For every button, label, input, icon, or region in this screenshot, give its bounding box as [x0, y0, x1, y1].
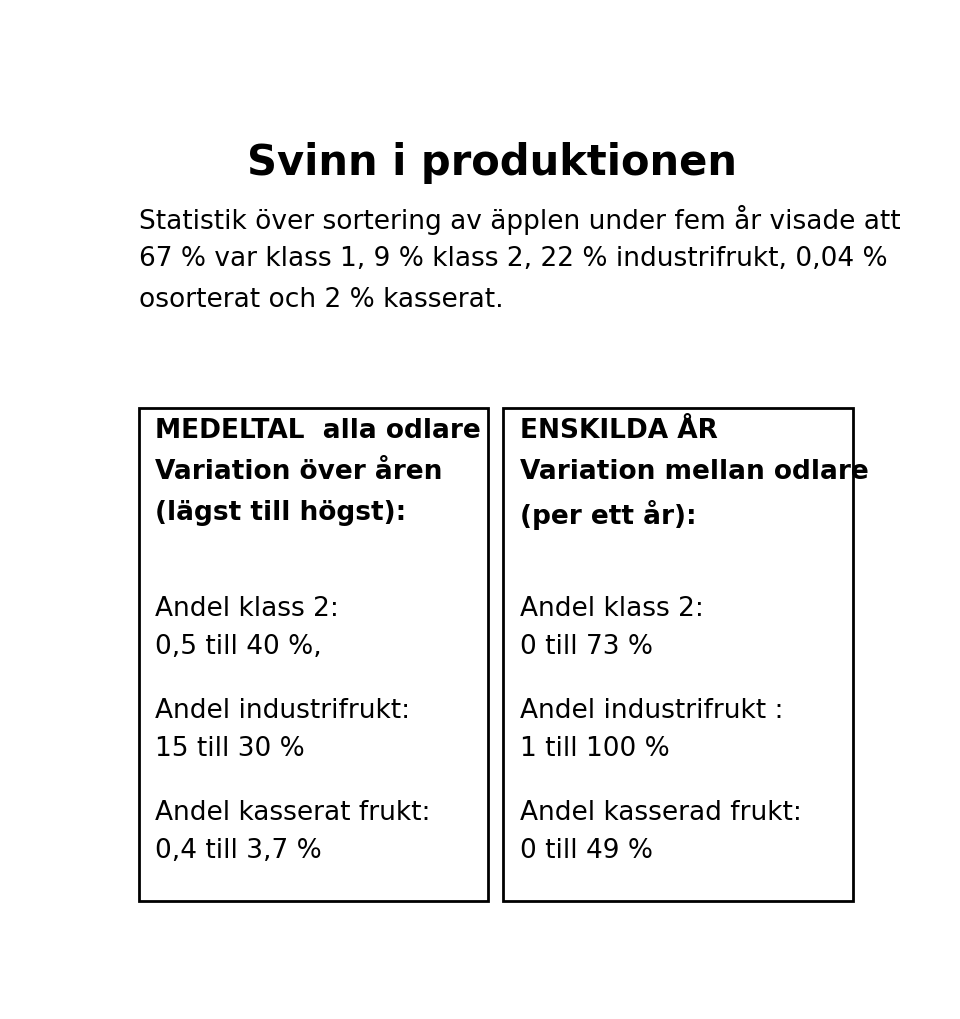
Text: MEDELTAL  alla odlare: MEDELTAL alla odlare [155, 418, 481, 444]
Text: Andel industrifrukt:: Andel industrifrukt: [155, 697, 410, 723]
Bar [503, 409, 852, 901]
Text: Andel kasserad frukt:: Andel kasserad frukt: [519, 800, 802, 825]
Text: Andel industrifrukt :: Andel industrifrukt : [519, 697, 783, 723]
Text: 0,5 till 40 %,: 0,5 till 40 %, [155, 633, 322, 659]
Text: Andel klass 2:: Andel klass 2: [519, 595, 704, 622]
Text: 0,4 till 3,7 %: 0,4 till 3,7 % [155, 837, 322, 863]
Text: Statistik över sortering av äpplen under fem år visade att: Statistik över sortering av äpplen under… [138, 205, 900, 234]
Text: Andel klass 2:: Andel klass 2: [155, 595, 339, 622]
Text: Svinn i produktionen: Svinn i produktionen [247, 142, 737, 183]
Text: 0 till 49 %: 0 till 49 % [519, 837, 653, 863]
Text: Variation mellan odlare: Variation mellan odlare [519, 459, 868, 485]
Text: (lägst till högst):: (lägst till högst): [155, 499, 406, 526]
Text: 1 till 100 %: 1 till 100 % [519, 735, 669, 761]
Text: 67 % var klass 1, 9 % klass 2, 22 % industrifrukt, 0,04 %: 67 % var klass 1, 9 % klass 2, 22 % indu… [138, 246, 887, 271]
Text: 15 till 30 %: 15 till 30 % [155, 735, 304, 761]
Bar [138, 409, 489, 901]
Text: ENSKILDA ÅR: ENSKILDA ÅR [519, 418, 717, 444]
Text: (per ett år):: (per ett år): [519, 499, 696, 530]
Text: Andel kasserat frukt:: Andel kasserat frukt: [155, 800, 430, 825]
Text: 0 till 73 %: 0 till 73 % [519, 633, 653, 659]
Text: osorterat och 2 % kasserat.: osorterat och 2 % kasserat. [138, 286, 503, 312]
Text: Variation över åren: Variation över åren [155, 459, 443, 485]
